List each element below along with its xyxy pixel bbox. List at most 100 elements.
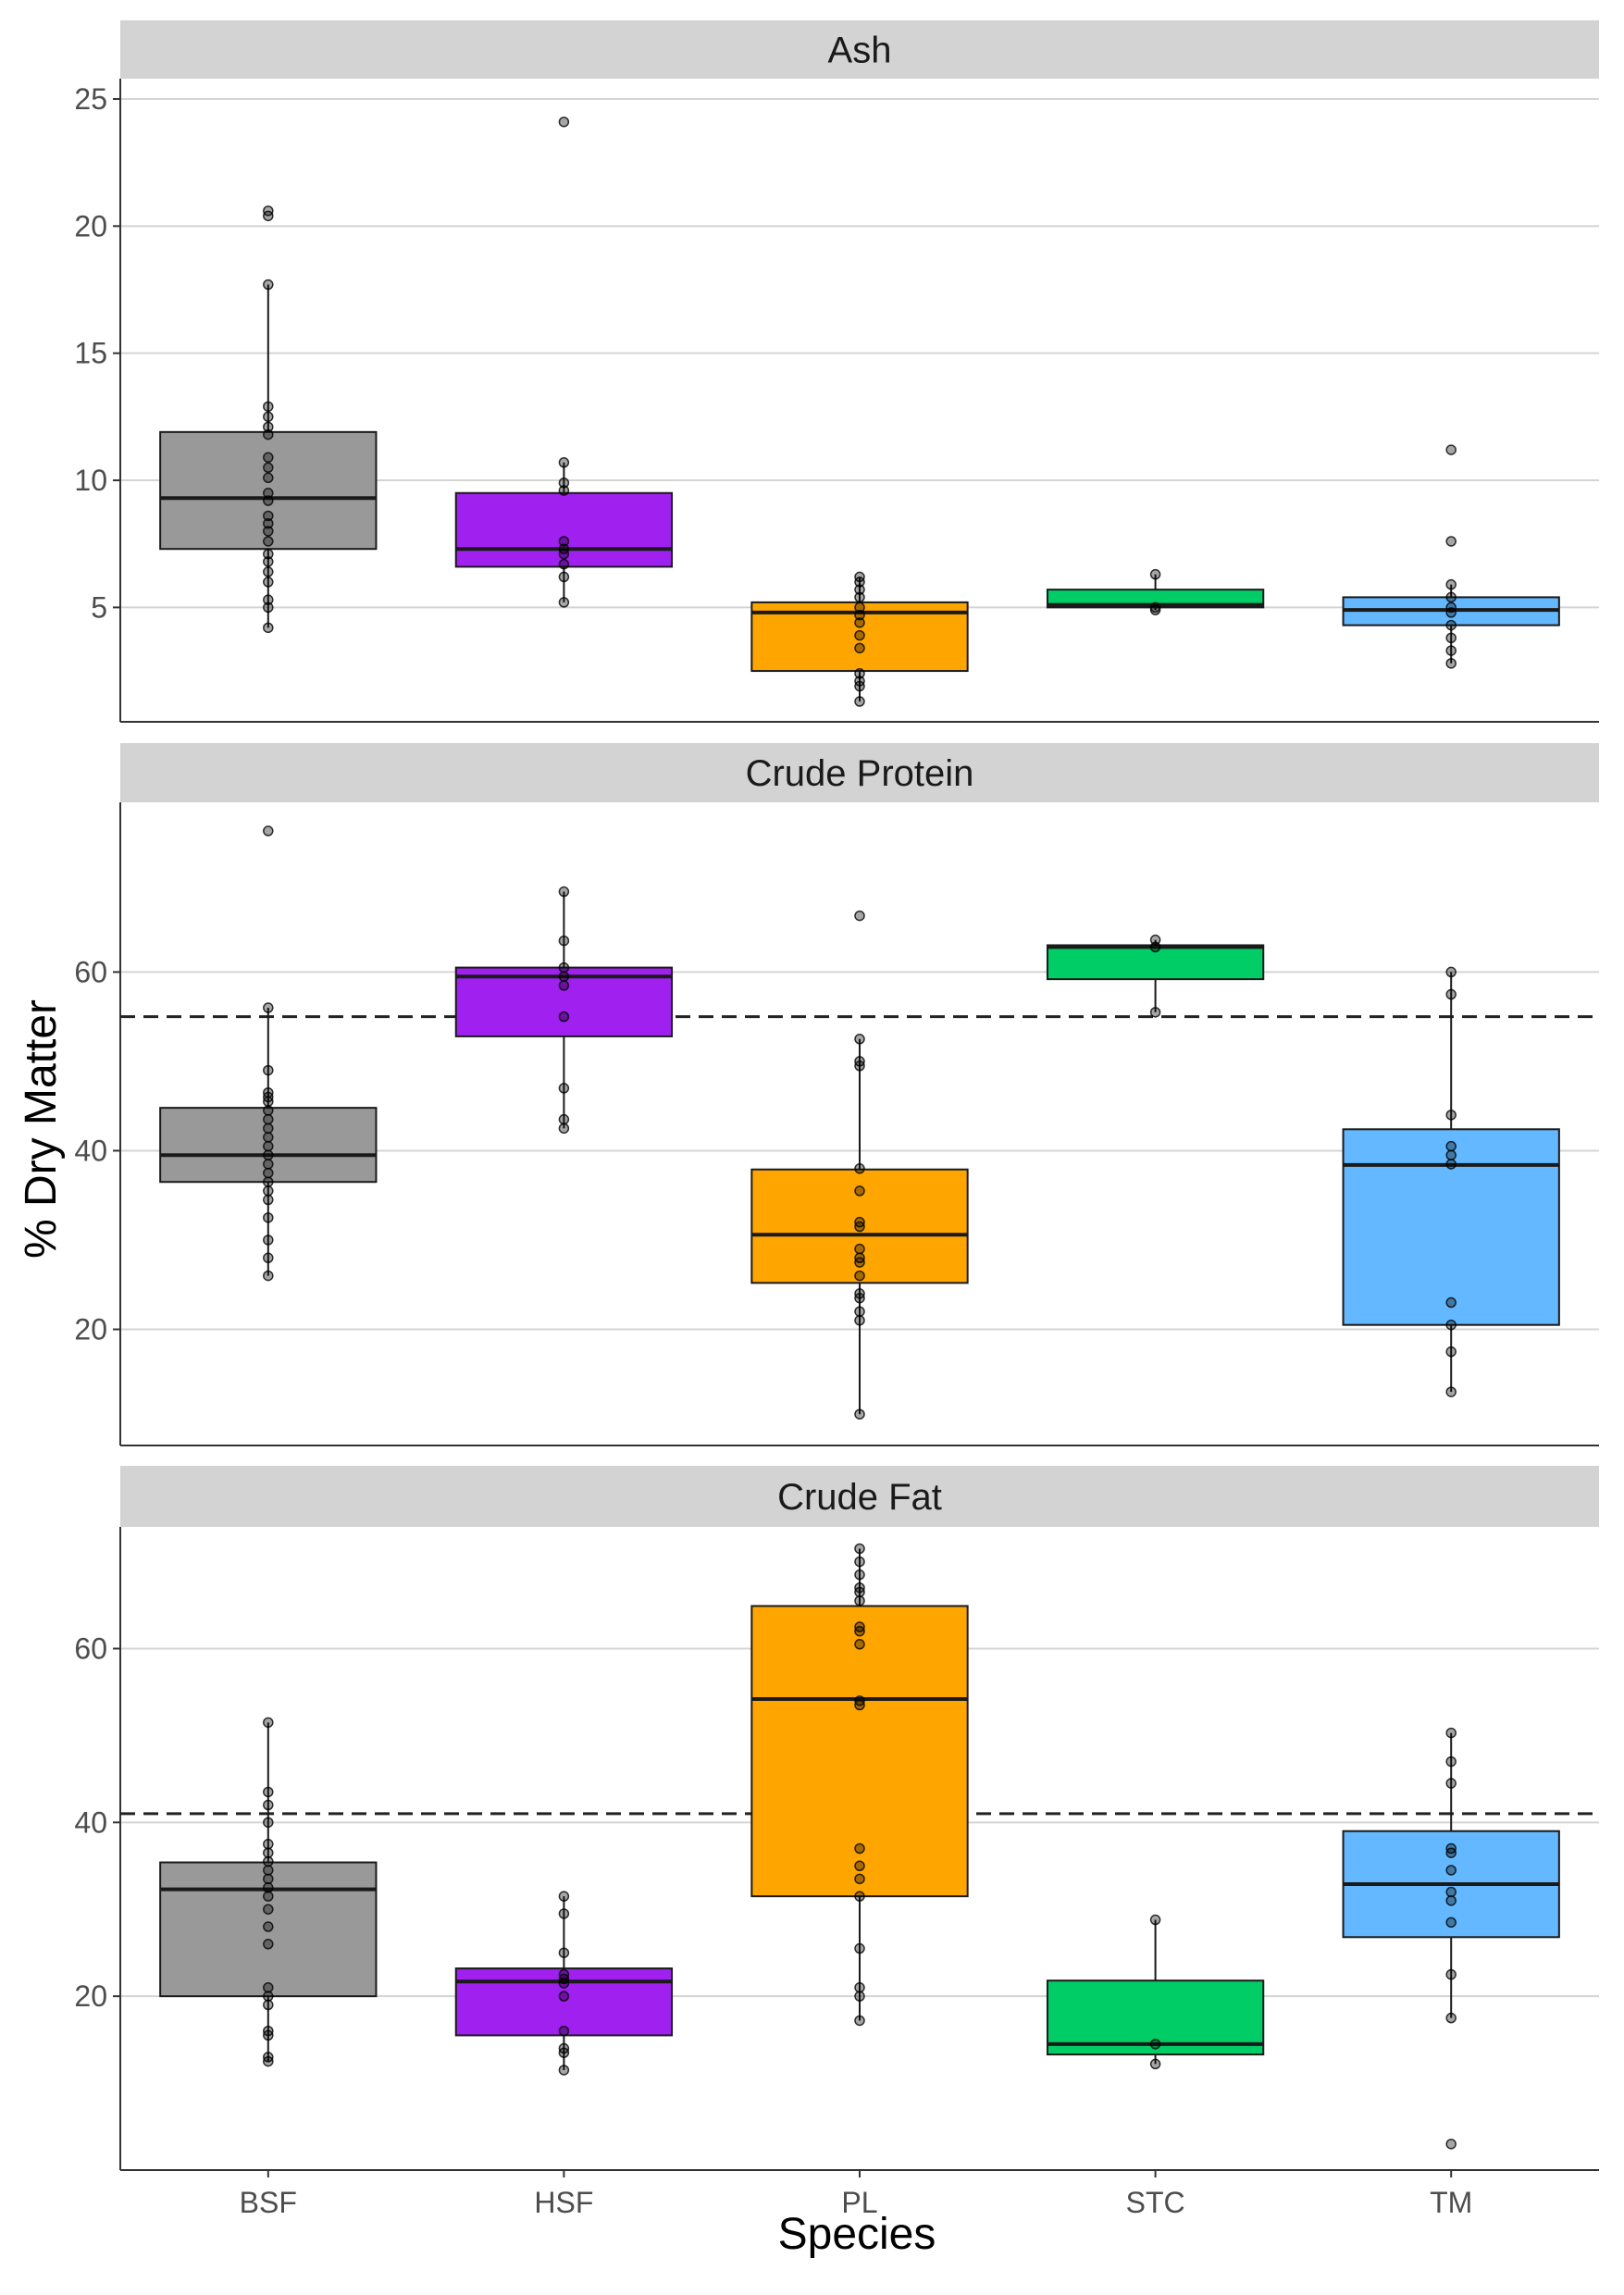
data-point	[854, 680, 865, 692]
facet-strip-title: Crude Protein	[746, 753, 974, 794]
data-point	[1445, 1346, 1457, 1358]
data-point	[1445, 1886, 1457, 1898]
data-point	[263, 2029, 274, 2041]
data-point	[1445, 1319, 1457, 1331]
box-pl	[750, 910, 969, 1420]
data-point	[1445, 1296, 1457, 1309]
data-point	[558, 116, 570, 128]
data-point	[854, 1306, 865, 1317]
data-point	[558, 457, 570, 468]
data-point	[854, 1982, 865, 1993]
data-point	[263, 1865, 274, 1876]
data-point	[263, 488, 274, 499]
data-point	[263, 1064, 274, 1076]
y-tick-label: 20	[74, 1313, 107, 1346]
box-bsf	[159, 825, 378, 1282]
data-point	[854, 1699, 865, 1711]
data-point	[558, 1891, 570, 1902]
data-point	[558, 1123, 570, 1135]
data-point	[1445, 1110, 1457, 1121]
data-point	[263, 622, 274, 634]
data-point	[1445, 632, 1457, 644]
box-pl	[750, 571, 969, 707]
box-iqr	[750, 1605, 969, 1898]
facet-strip-title: Crude Fat	[777, 1477, 942, 1518]
data-point	[263, 548, 274, 560]
facet-strip	[120, 743, 1599, 802]
box-tm	[1342, 444, 1560, 669]
data-point	[263, 1002, 274, 1013]
data-point	[558, 1908, 570, 1919]
data-point	[1149, 2039, 1161, 2050]
data-point	[263, 2055, 274, 2067]
data-point	[263, 1159, 274, 1170]
data-point	[263, 1891, 274, 1902]
data-point	[1445, 2139, 1457, 2150]
data-point	[854, 1408, 865, 1420]
data-point	[854, 1942, 865, 1954]
data-point	[1445, 1778, 1457, 1789]
box-iqr	[159, 430, 378, 551]
data-point	[1445, 619, 1457, 631]
data-point	[854, 1315, 865, 1326]
data-point	[558, 961, 570, 974]
data-point	[558, 478, 570, 489]
data-point	[1445, 607, 1457, 618]
data-point	[854, 1569, 865, 1581]
box-tm	[1342, 1727, 1560, 2150]
data-point	[263, 1167, 274, 1179]
data-point	[854, 1860, 865, 1872]
panel-crude-protein: Crude Protein 20 40 60	[74, 743, 1599, 1446]
data-point	[854, 577, 865, 588]
data-point	[263, 1140, 274, 1152]
data-point	[854, 1556, 865, 1568]
data-point	[558, 1083, 570, 1094]
data-point	[263, 566, 274, 577]
x-tick-label: TM	[1430, 2186, 1472, 2219]
data-point	[1445, 1755, 1457, 1768]
data-point	[263, 1105, 274, 1116]
data-point	[558, 1978, 570, 1989]
data-point	[854, 602, 865, 614]
data-point	[558, 597, 570, 608]
data-point	[854, 1061, 865, 1072]
data-point	[263, 1982, 274, 1993]
data-point	[263, 421, 274, 433]
data-point	[263, 510, 274, 522]
data-point	[854, 1625, 865, 1637]
data-point	[263, 1839, 274, 1850]
data-point	[263, 279, 274, 291]
data-point	[263, 1904, 274, 1915]
data-point	[263, 1194, 274, 1206]
data-point	[854, 629, 865, 641]
data-point	[558, 2065, 570, 2076]
data-point	[263, 1212, 274, 1223]
data-point	[558, 980, 570, 991]
data-point	[263, 411, 274, 423]
data-point	[854, 1639, 865, 1650]
x-tick-label: PL	[841, 2186, 877, 2219]
data-point	[1149, 941, 1161, 953]
data-point	[1445, 658, 1457, 669]
data-point	[558, 485, 570, 496]
data-point	[1445, 536, 1457, 547]
data-point	[263, 602, 274, 614]
data-point	[854, 584, 865, 595]
data-point	[263, 1855, 274, 1867]
box-iqr	[1046, 589, 1265, 609]
data-point	[1445, 1159, 1457, 1170]
y-tick-label: 60	[74, 1631, 107, 1665]
data-point	[854, 1842, 865, 1855]
data-point	[263, 1096, 274, 1108]
x-tick-label: BSF	[240, 2186, 297, 2219]
data-point	[558, 548, 570, 560]
data-point	[1445, 966, 1457, 978]
data-point	[263, 462, 274, 474]
data-point	[263, 556, 274, 567]
data-point	[1445, 988, 1457, 1000]
data-point	[263, 1149, 274, 1161]
data-point	[854, 1185, 865, 1197]
data-point	[854, 1292, 865, 1304]
data-point	[263, 594, 274, 605]
data-point	[263, 1176, 274, 1187]
